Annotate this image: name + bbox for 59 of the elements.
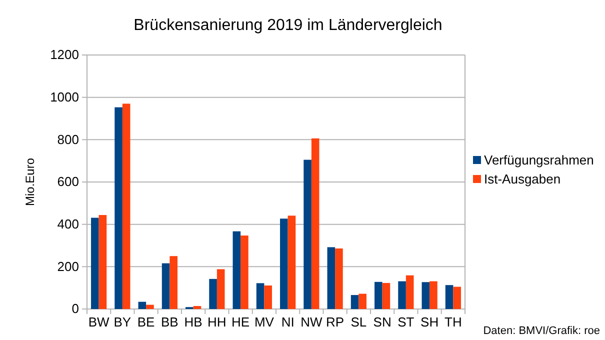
bar <box>280 218 288 309</box>
x-tick-label: NI <box>281 314 294 330</box>
bar <box>422 282 430 309</box>
x-tick-label: SN <box>373 314 392 330</box>
x-tick-label: TH <box>444 314 462 330</box>
x-tick-label: ST <box>398 314 414 330</box>
x-tick-label: RP <box>326 314 344 330</box>
bar <box>445 285 454 309</box>
bar <box>98 215 107 309</box>
bar <box>374 282 382 309</box>
bar <box>304 160 312 309</box>
bar <box>288 216 296 309</box>
bar <box>453 286 461 309</box>
chart-title: Brückensanierung 2019 im Ländervergleich <box>134 17 442 34</box>
x-tick-label: HH <box>208 314 226 330</box>
y-axis-title: Mio.Euro <box>23 158 37 206</box>
bar <box>311 138 320 309</box>
x-tick-label: SL <box>350 314 367 330</box>
bar <box>406 275 414 309</box>
x-tick-label: BB <box>161 314 178 330</box>
bar <box>162 263 170 309</box>
y-tick-label: 1200 <box>50 47 79 62</box>
x-tick-label: HE <box>232 314 250 330</box>
y-tick-label: 1000 <box>50 89 79 104</box>
x-tick-label: MV <box>254 314 274 330</box>
bar <box>138 302 146 309</box>
bar <box>209 278 217 309</box>
x-tick-label: BW <box>88 314 110 330</box>
bar <box>114 107 122 309</box>
bar <box>146 304 154 309</box>
x-tick-label: BY <box>114 314 132 330</box>
bar <box>350 295 359 309</box>
bar <box>91 218 99 309</box>
bar <box>430 281 438 309</box>
x-tick-label: SH <box>420 314 439 330</box>
bar <box>232 231 241 309</box>
text: Daten: BMVI/Grafik: roe <box>483 325 600 337</box>
legend-label: Verfügungsrahmen <box>484 152 594 168</box>
bar <box>335 248 343 309</box>
bar <box>216 269 225 309</box>
bar <box>264 286 272 309</box>
y-tick-label: 800 <box>57 132 79 147</box>
x-tick-label: NW <box>300 314 323 330</box>
bar <box>240 236 248 309</box>
bar <box>193 306 202 309</box>
bar <box>122 104 130 309</box>
bar <box>358 294 366 309</box>
y-tick-label: 200 <box>57 258 79 274</box>
bar <box>382 282 390 309</box>
bar <box>327 247 336 309</box>
legend-label: Ist-Ausgaben <box>484 172 561 186</box>
y-tick-label: 400 <box>57 216 79 232</box>
y-tick-label: 600 <box>57 174 79 190</box>
x-tick-label: BE <box>137 314 156 330</box>
x-tick-label: HB <box>184 314 202 330</box>
y-tick-label: 0 <box>72 301 79 316</box>
bar <box>398 281 406 309</box>
bar <box>256 283 264 309</box>
bar <box>170 256 178 309</box>
